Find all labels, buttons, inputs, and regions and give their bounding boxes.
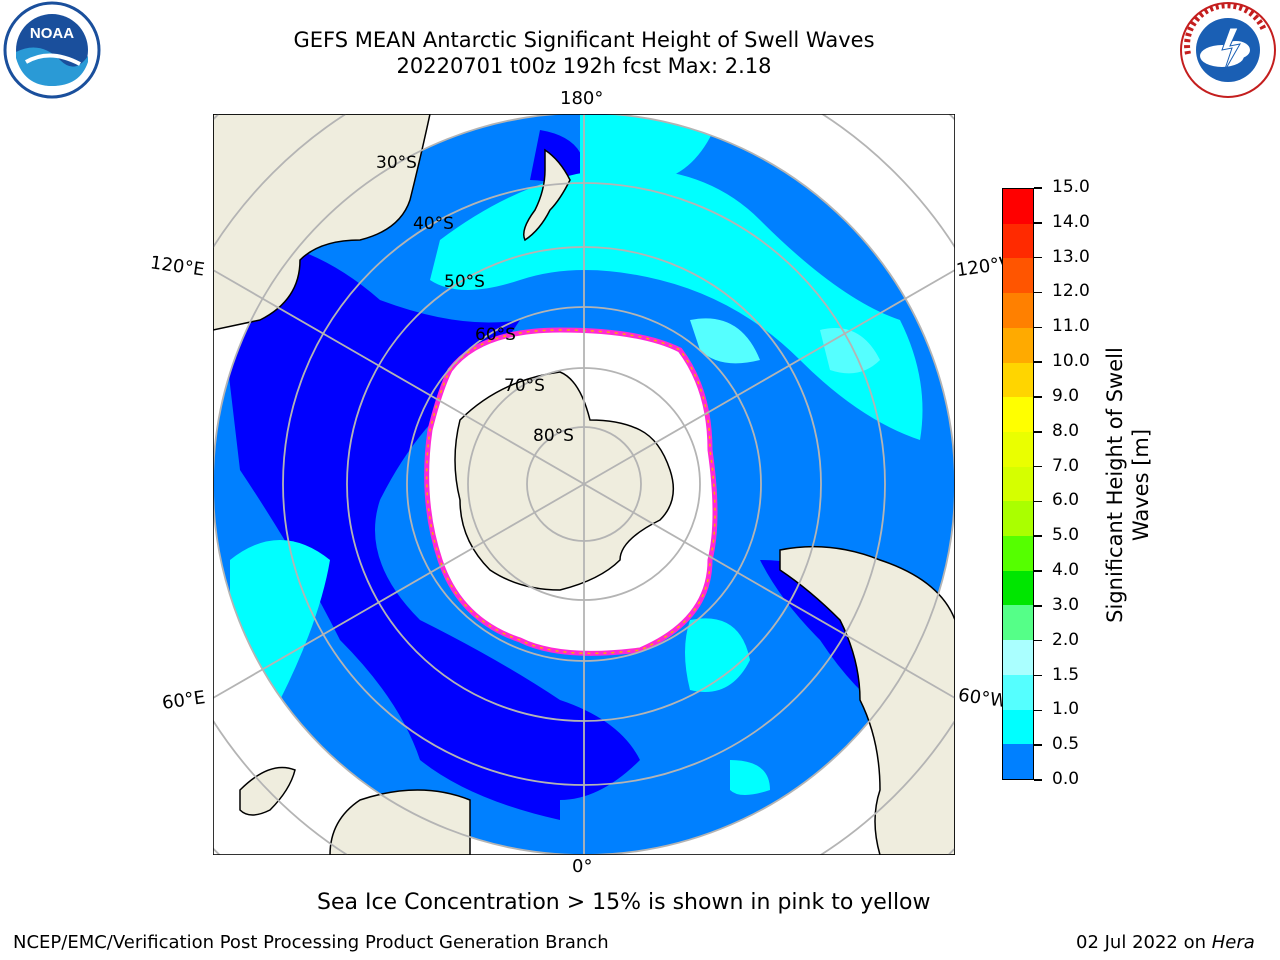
colorbar-cell <box>1003 362 1033 398</box>
chart-title: GEFS MEAN Antarctic Significant Height o… <box>293 28 875 52</box>
colorbar-cell <box>1003 466 1033 502</box>
chart-subtitle: 20220701 t00z 192h fcst Max: 2.18 <box>396 54 772 78</box>
colorbar-tick-mark <box>1034 465 1042 468</box>
colorbar-tick-mark <box>1034 570 1042 572</box>
lat-label-70s: 70°S <box>504 376 545 396</box>
colorbar-cell <box>1003 397 1033 432</box>
colorbar-cell <box>1003 258 1033 294</box>
colorbar-cell <box>1003 744 1033 779</box>
colorbar-tick-mark <box>1034 291 1042 294</box>
colorbar-cell <box>1003 674 1033 710</box>
noaa-logo: NOAA <box>0 0 104 104</box>
colorbar-cell <box>1003 327 1033 363</box>
colorbar-tick-mark <box>1034 639 1042 642</box>
madagascar <box>239 766 296 816</box>
colorbar-tick-mark <box>1034 256 1042 259</box>
lon-label-120e: 120°E <box>148 252 206 281</box>
colorbar-tick-label: 1.5 <box>1052 664 1080 685</box>
colorbar-cell <box>1003 640 1033 675</box>
colorbar-tick-mark <box>1034 396 1042 398</box>
colorbar-tick-label: 2.0 <box>1052 629 1080 650</box>
colorbar-tick-mark <box>1034 605 1042 607</box>
colorbar-tick-label: 3.0 <box>1052 594 1080 615</box>
colorbar-tick-label: 0.0 <box>1052 769 1080 789</box>
graticule <box>213 114 955 855</box>
colorbar-tick-mark <box>1034 222 1042 224</box>
colorbar-tick-mark <box>1034 779 1042 781</box>
svg-text:NOAA: NOAA <box>30 25 74 42</box>
footer-host: Hera <box>1211 932 1255 953</box>
lon-label-60e: 60°E <box>160 687 207 714</box>
colorbar-tick-label: 10.0 <box>1052 351 1090 372</box>
colorbar-tick-label: 14.0 <box>1052 211 1090 232</box>
footer-date: 02 Jul 2022 on <box>1076 932 1212 953</box>
latitude-labels: 30°S 40°S 50°S 60°S 70°S 80°S <box>376 153 574 446</box>
colorbar-tick-label: 7.0 <box>1052 455 1080 476</box>
colorbar-tick-label: 6.0 <box>1052 490 1080 511</box>
colorbar-tick-label: 0.5 <box>1052 734 1080 755</box>
colorbar-tick-label: 11.0 <box>1052 316 1090 337</box>
colorbar-label: Significant Height of Swell Waves [m] <box>1102 320 1154 650</box>
colorbar-tick-label: 9.0 <box>1052 385 1080 406</box>
colorbar-tick-label: 1.0 <box>1052 699 1080 720</box>
colorbar-tick-mark <box>1034 431 1042 433</box>
new-zealand <box>523 148 571 242</box>
colorbar-tick-label: 12.0 <box>1052 281 1090 302</box>
polar-map: 30°S 40°S 50°S 60°S 70°S 80°S <box>212 113 956 856</box>
colorbar-cell <box>1003 501 1033 537</box>
colorbar-tick-mark <box>1034 187 1042 189</box>
colorbar-cell <box>1003 189 1033 224</box>
sea-ice-caption: Sea Ice Concentration > 15% is shown in … <box>317 890 931 915</box>
colorbar-tick-label: 15.0 <box>1052 177 1090 197</box>
antarctica <box>454 371 675 591</box>
footer-left: NCEP/EMC/Verification Post Processing Pr… <box>13 932 609 953</box>
colorbar-cell <box>1003 293 1033 328</box>
nws-logo <box>1178 0 1280 104</box>
lat-label-30s: 30°S <box>376 153 417 173</box>
colorbar-cell <box>1003 570 1033 606</box>
colorbar-tick-label: 5.0 <box>1052 525 1080 546</box>
footer-right: 02 Jul 2022 on Hera <box>1076 932 1255 953</box>
colorbar-tick-mark <box>1034 744 1042 746</box>
colorbar-tick-mark <box>1034 709 1042 712</box>
lat-label-80s: 80°S <box>533 426 574 446</box>
lat-label-60s: 60°S <box>475 325 516 345</box>
lon-label-0: 0° <box>572 856 593 877</box>
colorbar-label-line1: Significant Height of Swell <box>1103 347 1127 623</box>
lat-label-50s: 50°S <box>444 272 485 292</box>
africa <box>329 789 471 855</box>
colorbar-cell <box>1003 605 1033 641</box>
colorbar-label-line2: Waves [m] <box>1129 428 1153 542</box>
colorbar-tick-mark <box>1034 500 1042 503</box>
colorbar-tick-mark <box>1034 674 1042 677</box>
colorbar-tick-label: 13.0 <box>1052 246 1090 267</box>
colorbar-cell <box>1003 536 1033 571</box>
colorbar-tick-mark <box>1034 326 1042 329</box>
colorbar-tick-mark <box>1034 535 1042 537</box>
colorbar-cell <box>1003 709 1033 745</box>
colorbar-tick-mark <box>1034 361 1042 363</box>
lat-label-40s: 40°S <box>413 214 454 234</box>
colorbar-tick-label: 4.0 <box>1052 560 1080 581</box>
colorbar <box>1002 188 1034 780</box>
colorbar-tick-label: 8.0 <box>1052 420 1080 441</box>
lon-label-180: 180° <box>560 88 604 109</box>
colorbar-cell <box>1003 223 1033 259</box>
colorbar-cell <box>1003 431 1033 467</box>
